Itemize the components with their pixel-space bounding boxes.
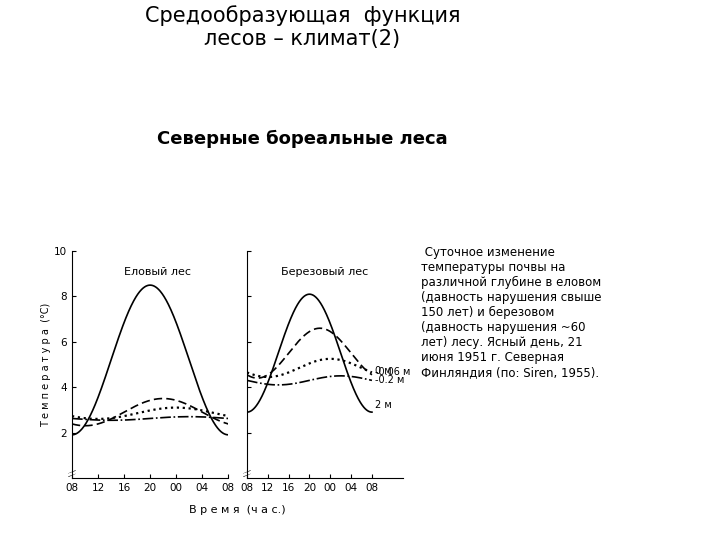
Text: Северные бореальные леса: Северные бореальные леса [157, 130, 448, 148]
Text: Еловый лес: Еловый лес [125, 267, 192, 277]
Text: 2 м: 2 м [374, 400, 391, 410]
Text: Березовый лес: Березовый лес [282, 267, 369, 277]
Text: -0.2 м: -0.2 м [374, 375, 404, 386]
Text: Суточное изменение
температуры почвы на
различной глубине в еловом
(давность нар: Суточное изменение температуры почвы на … [421, 246, 602, 379]
Text: 0 м: 0 м [374, 366, 391, 376]
Text: Средообразующая  функция
лесов – климат(2): Средообразующая функция лесов – климат(2… [145, 5, 460, 50]
Text: В р е м я  (ч а с.): В р е м я (ч а с.) [189, 505, 286, 515]
Text: -0.06 м: -0.06 м [374, 367, 410, 377]
Y-axis label: Т е м п е р а т у р а  (°C): Т е м п е р а т у р а (°C) [41, 302, 51, 427]
